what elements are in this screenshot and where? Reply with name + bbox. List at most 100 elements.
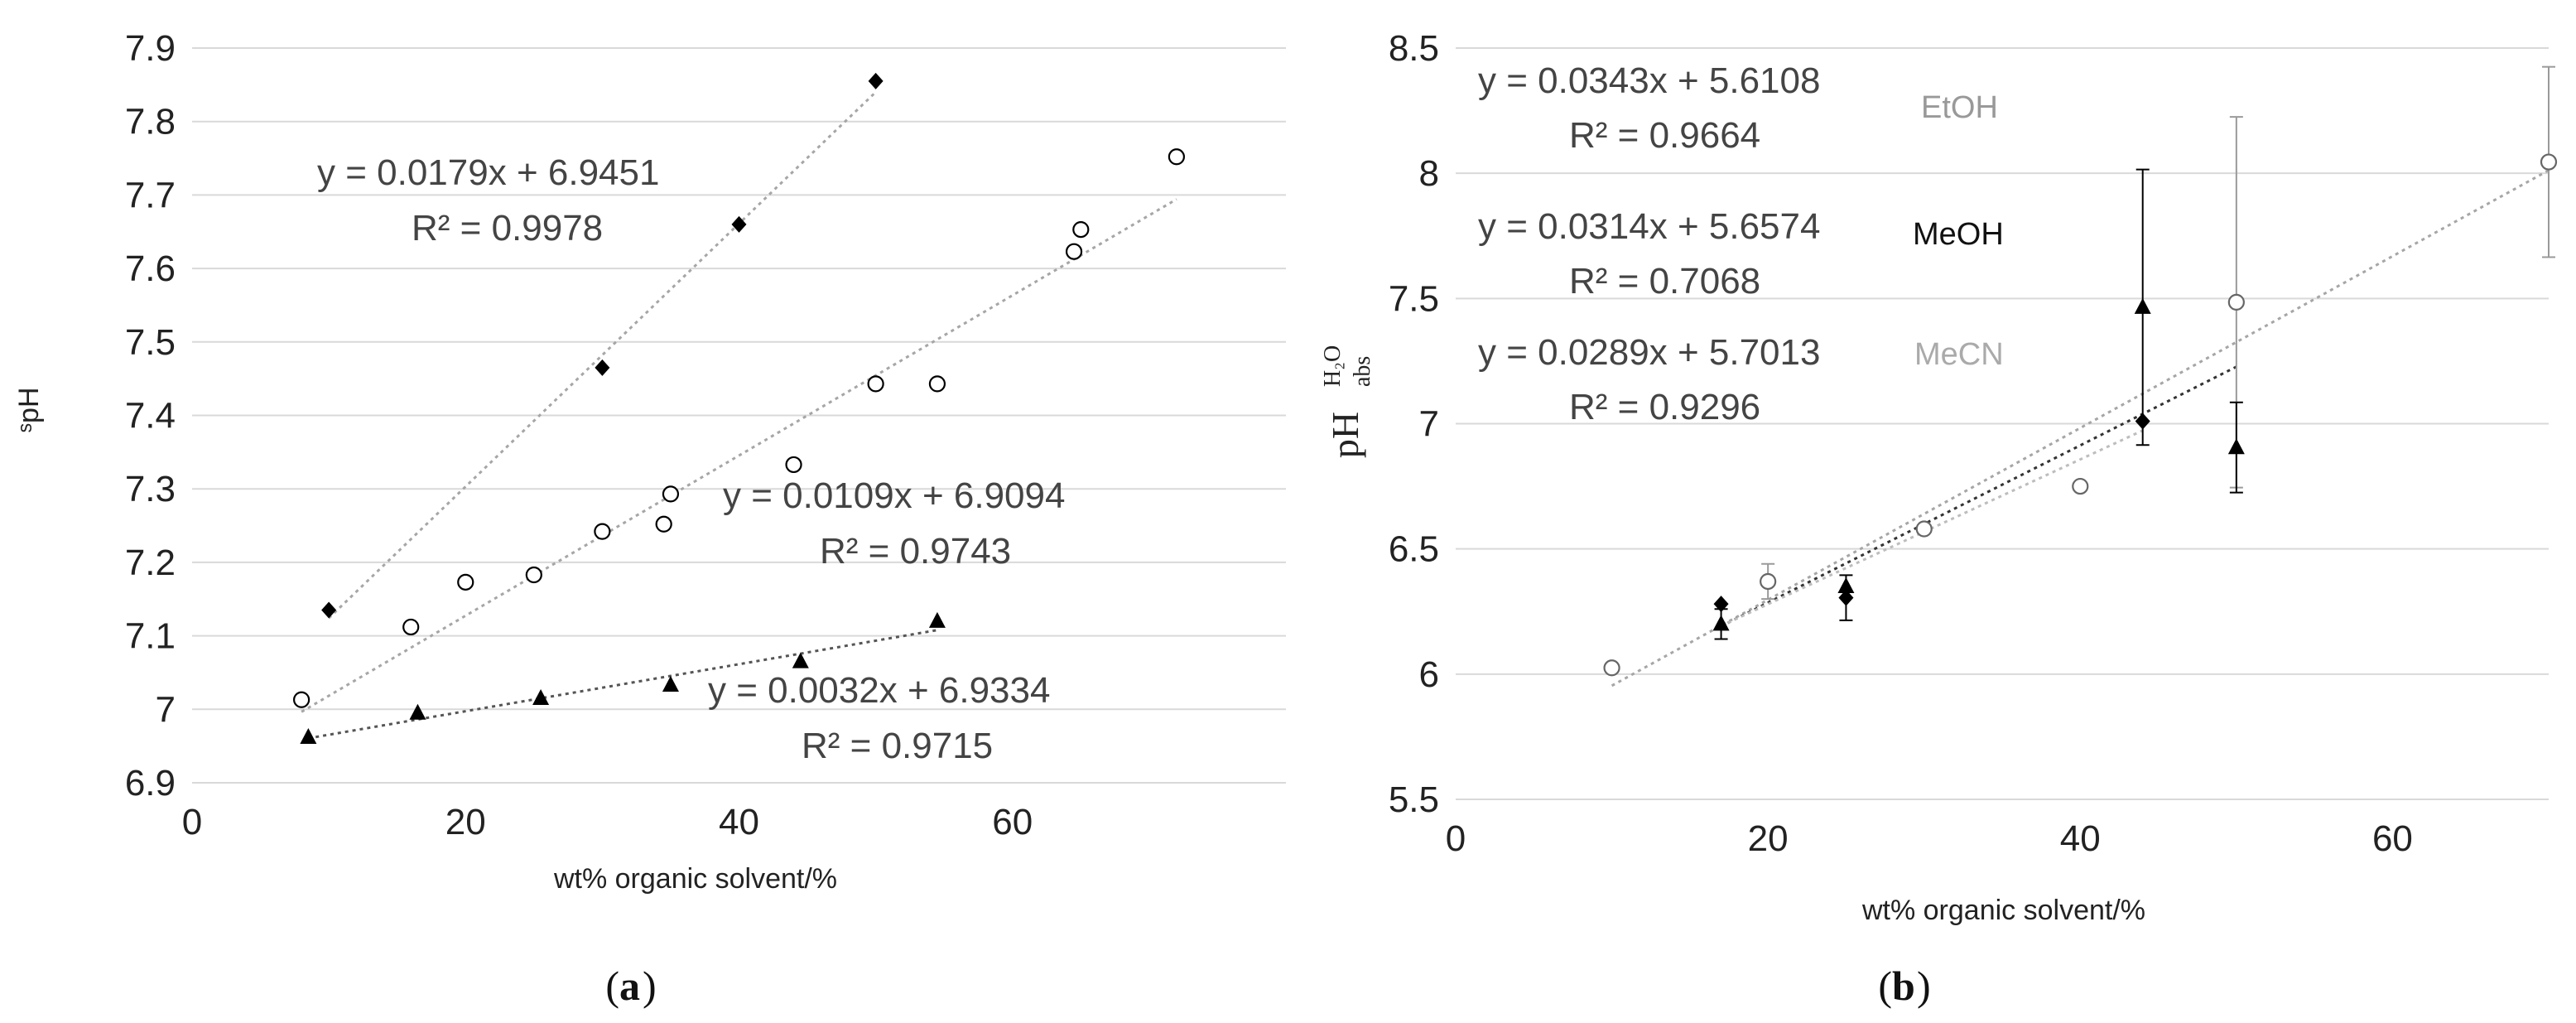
panel-a-y-axis-label: ˢpH bbox=[13, 387, 45, 432]
data-point-EtOH bbox=[2227, 293, 2245, 311]
r-squared-EtOH: R² = 0.9664 bbox=[1569, 115, 1760, 156]
data-point-triangles bbox=[662, 676, 679, 692]
panel-a-letter: a bbox=[619, 963, 640, 1009]
y-tick-label: 7.3 bbox=[125, 469, 176, 509]
y-tick-label: 7.4 bbox=[125, 396, 176, 437]
y-tick-label: 7.7 bbox=[125, 175, 176, 215]
panel-b-x-axis-label: wt% organic solvent/% bbox=[1861, 895, 2145, 926]
panel-a-trendlines bbox=[301, 91, 1177, 740]
data-point-circles bbox=[457, 573, 474, 591]
data-point-triangles bbox=[792, 652, 809, 668]
data-point-EtOH bbox=[1915, 520, 1933, 538]
panel-a-x-axis-label: wt% organic solvent/% bbox=[553, 863, 837, 895]
r-squared-MeOH: R² = 0.7068 bbox=[1569, 261, 1760, 302]
x-tick-label: 20 bbox=[1748, 818, 1789, 859]
x-tick-label: 40 bbox=[719, 802, 759, 842]
data-point-diamonds bbox=[731, 215, 747, 233]
data-point-circles bbox=[655, 515, 672, 533]
x-tick-label: 0 bbox=[1446, 818, 1466, 859]
data-point-circles bbox=[662, 485, 680, 503]
y-tick-label: 7.6 bbox=[125, 249, 176, 289]
data-point-MeCN bbox=[2134, 297, 2151, 314]
series-label-MeOH: MeOH bbox=[1913, 217, 2004, 252]
series-label-EtOH: EtOH bbox=[1921, 90, 1998, 125]
trendline-triangles bbox=[308, 629, 938, 740]
x-tick-label: 20 bbox=[445, 802, 486, 842]
data-point-MeCN bbox=[2227, 438, 2245, 455]
x-tick-label: 0 bbox=[182, 802, 202, 842]
panel-a-label-close: ) bbox=[643, 963, 657, 1009]
y-tick-label: 6.9 bbox=[125, 763, 176, 803]
y-tick-label: 7 bbox=[1419, 404, 1439, 445]
data-point-triangles bbox=[300, 728, 317, 745]
data-point-circles bbox=[525, 566, 542, 584]
data-point-circles bbox=[928, 375, 946, 393]
data-point-circles bbox=[594, 523, 611, 540]
panel-a-label: ( bbox=[605, 963, 619, 1009]
panel-a-tick-labels: 6.9 7 7.1 7.2 7.3 7.4 7.5 7.6 7.7 7.8 7.9 0 20 40 60 bbox=[125, 28, 1033, 842]
y-tick-label: 7.5 bbox=[125, 322, 176, 363]
data-point-diamonds bbox=[868, 72, 884, 89]
trendline-equation-diamonds: y = 0.0179x + 6.9451 bbox=[317, 152, 659, 193]
data-point-circles bbox=[1072, 220, 1090, 239]
data-point-EtOH bbox=[2072, 477, 2089, 495]
panel-b-error-bars bbox=[1714, 65, 2555, 640]
svg-text:H₂O: H₂O bbox=[1320, 345, 1346, 387]
data-point-triangles bbox=[928, 611, 946, 628]
data-point-MeOH bbox=[2135, 413, 2150, 430]
y-tick-label: 7.2 bbox=[125, 543, 176, 583]
data-point-EtOH bbox=[1603, 659, 1620, 677]
panel-b-letter: b bbox=[1892, 963, 1915, 1009]
data-point-circles bbox=[867, 375, 884, 393]
y-tick-label: 5.5 bbox=[1389, 779, 1439, 820]
x-tick-label: 40 bbox=[2060, 818, 2101, 859]
data-point-MeCN bbox=[1712, 615, 1730, 631]
panel-b-label: ( bbox=[1878, 963, 1892, 1009]
data-point-circles bbox=[1168, 148, 1186, 166]
panel-b-tick-labels: 5.5 6 6.5 7 7.5 8 8.5 0 20 40 60 bbox=[1389, 28, 2413, 859]
trendline-circles bbox=[301, 198, 1177, 713]
r-squared-diamonds: R² = 0.9978 bbox=[412, 208, 603, 249]
data-point-circles bbox=[402, 618, 420, 636]
panel-b-gridlines bbox=[1456, 47, 2549, 800]
panel-b-label-close: ) bbox=[1917, 963, 1931, 1009]
y-tick-label: 8.5 bbox=[1389, 28, 1439, 69]
y-tick-label: 7.9 bbox=[125, 28, 176, 69]
data-point-EtOH bbox=[2540, 153, 2558, 171]
series-label-MeCN: MeCN bbox=[1914, 337, 2004, 372]
trendline-equation-triangles: y = 0.0032x + 6.9334 bbox=[708, 670, 1050, 711]
panel-a-equations: y = 0.0179x + 6.9451 R² = 0.9978 y = 0.010… bbox=[317, 152, 1065, 766]
data-point-triangles bbox=[532, 688, 550, 705]
y-tick-label: 7.1 bbox=[125, 616, 176, 657]
y-tick-label: 7.8 bbox=[125, 102, 176, 142]
x-tick-label: 60 bbox=[992, 802, 1033, 842]
trendline-equation-EtOH: y = 0.0343x + 5.6108 bbox=[1478, 60, 1820, 101]
trendline-EtOH bbox=[1611, 169, 2550, 688]
panel-a-gridlines bbox=[192, 47, 1286, 784]
trendline-equation-circles: y = 0.0109x + 6.9094 bbox=[723, 475, 1065, 516]
x-tick-label: 60 bbox=[2372, 818, 2413, 859]
data-point-circles bbox=[785, 456, 802, 474]
y-tick-label: 6.5 bbox=[1389, 529, 1439, 570]
svg-text:pH: pH bbox=[1324, 412, 1366, 458]
panel-a-points bbox=[293, 72, 1186, 745]
r-squared-triangles: R² = 0.9715 bbox=[802, 726, 993, 766]
panel-b-chart: 5.5 6 6.5 7 7.5 8 8.5 0 20 40 60 y = 0.0343x + 5.6… bbox=[1320, 28, 2558, 1009]
data-point-MeOH bbox=[1713, 596, 1729, 613]
panel-a-chart: 6.9 7 7.1 7.2 7.3 7.4 7.5 7.6 7.7 7.8 7.9 0 20 40 60 y… bbox=[13, 28, 1286, 1009]
data-point-circles bbox=[1065, 243, 1083, 260]
r-squared-MeCN: R² = 0.9296 bbox=[1569, 387, 1760, 427]
data-point-diamonds bbox=[321, 601, 337, 619]
data-point-diamonds bbox=[595, 359, 610, 376]
trendline-equation-MeOH: y = 0.0314x + 5.6574 bbox=[1478, 206, 1820, 247]
panel-b-y-axis-label: pH H₂O abs bbox=[1320, 345, 1375, 458]
trendline-equation-MeCN: y = 0.0289x + 5.7013 bbox=[1478, 332, 1820, 373]
data-point-MeCN bbox=[1837, 577, 1855, 594]
y-tick-label: 8 bbox=[1419, 153, 1439, 194]
data-point-circles bbox=[293, 691, 311, 708]
y-tick-label: 7.5 bbox=[1389, 278, 1439, 319]
data-point-triangles bbox=[409, 703, 426, 720]
panel-b-equations: y = 0.0343x + 5.6108 R² = 0.9664 EtOH y = 0… bbox=[1478, 60, 2004, 427]
panel-b-points bbox=[1603, 153, 2558, 677]
